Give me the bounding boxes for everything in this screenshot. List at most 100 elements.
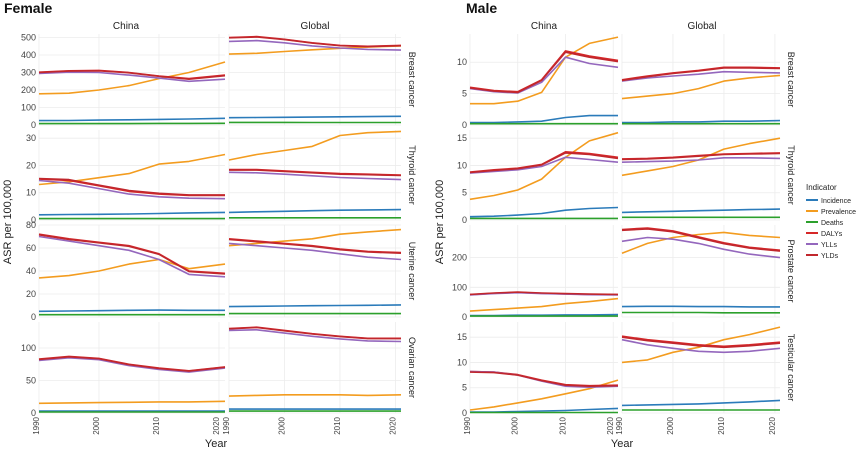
male-thyroid-cancer-china-y-tick-label: 10 — [457, 160, 467, 170]
female-ovarian-cancer-china-y-tick-label: 0 — [31, 408, 36, 418]
female-thyroid-cancer-china-y-tick-label: 10 — [26, 188, 36, 198]
female-ovarian-cancer-china-x-tick-label: 1990 — [32, 416, 41, 434]
male-thyroid-cancer-global-panel: Thyroid cancer — [622, 130, 796, 220]
male-prostate-cancer-china-plot-bg — [470, 225, 618, 317]
male-testicular-cancer-china-y-tick-label: 0 — [462, 408, 467, 418]
female-ovarian-cancer-global-x-tick-label: 1990 — [222, 416, 231, 434]
female-thyroid-cancer-china-plot-bg — [39, 130, 225, 220]
male-breast-cancer-global-panel: Breast cancer — [622, 34, 796, 125]
female-breast-cancer-china-y-tick-label: 300 — [21, 68, 36, 78]
female-ovarian-cancer-china-panel: 0 50 100 1990 2000 2010 2020 — [21, 322, 225, 435]
female-breast-cancer-china-y-tick-label: 400 — [21, 50, 36, 60]
male-testicular-cancer-global-strip-label: Testicular cancer — [786, 334, 796, 402]
female-ovarian-cancer-global-plot-bg — [229, 322, 401, 413]
male-prostate-cancer-global-incidence-line — [622, 306, 780, 307]
male-breast-cancer-china-y-tick-label: 0 — [462, 120, 467, 130]
legend-label-ylds: YLDs — [821, 253, 839, 260]
male-y-axis-title: ASR per 100,000 — [434, 180, 446, 264]
male-breast-cancer-global-plot-bg — [622, 34, 780, 125]
legend-label-prevalence: Prevalence — [821, 209, 856, 216]
female-global-strip: Global — [301, 21, 330, 32]
female-ovarian-cancer-global-x-tick-label: 2020 — [388, 416, 397, 434]
female-breast-cancer-global-strip-label: Breast cancer — [407, 52, 417, 108]
female-breast-cancer-china-y-tick-label: 500 — [21, 33, 36, 43]
female-thyroid-cancer-global-panel: Thyroid cancer — [229, 130, 417, 220]
male-x-axis-title: Year — [611, 438, 634, 450]
male-testicular-cancer-global-plot-bg — [622, 322, 780, 413]
female-ovarian-cancer-china-y-tick-label: 50 — [26, 376, 36, 386]
female-ovarian-cancer-global-x-tick-label: 2010 — [333, 416, 342, 434]
female-ovarian-cancer-global-panel: Ovarian cancer 1990 2000 2010 2020 — [222, 322, 417, 435]
male-thyroid-cancer-china-y-tick-label: 15 — [457, 133, 467, 143]
male-prostate-cancer-global-strip-label: Prostate cancer — [786, 239, 796, 302]
female-uterine-cancer-china-y-tick-label: 80 — [26, 220, 36, 230]
female-y-axis-title: ASR per 100,000 — [2, 180, 14, 264]
female-thyroid-cancer-china-y-tick-label: 30 — [26, 133, 36, 143]
female-x-axis-title: Year — [205, 438, 228, 450]
female-ovarian-cancer-china-plot-bg — [39, 322, 225, 413]
male-testicular-cancer-global-panel: Testicular cancer 1990 2000 2010 2020 — [615, 322, 796, 435]
male-testicular-cancer-china-x-tick-label: 2010 — [558, 416, 567, 434]
male-testicular-cancer-china-plot-bg — [470, 322, 618, 413]
male-testicular-cancer-china-panel: 0 5 10 15 1990 2000 2010 2020 — [457, 322, 618, 435]
male-prostate-cancer-china-y-tick-label: 0 — [462, 312, 467, 322]
male-thyroid-cancer-china-panel: 0 5 10 15 — [457, 130, 618, 225]
male-testicular-cancer-china-x-tick-label: 1990 — [463, 416, 472, 434]
female-uterine-cancer-china-y-tick-label: 0 — [31, 312, 36, 322]
male-testicular-cancer-china-y-tick-label: 10 — [457, 357, 467, 367]
legend-label-incidence: Incidence — [821, 198, 851, 205]
female-breast-cancer-global-plot-bg — [229, 34, 401, 125]
female-ovarian-cancer-china-x-tick-label: 2010 — [152, 416, 161, 434]
male-testicular-cancer-global-x-tick-label: 2020 — [768, 416, 777, 434]
male-testicular-cancer-china-y-tick-label: 5 — [462, 383, 467, 393]
legend-title: Indicator — [806, 183, 837, 192]
female-uterine-cancer-global-strip-label: Uterine cancer — [407, 242, 417, 301]
female-thyroid-cancer-global-strip-label: Thyroid cancer — [407, 145, 417, 205]
legend: Indicator Incidence Prevalence Deaths DALYs… — [806, 183, 856, 260]
female-ovarian-cancer-china-x-tick-label: 2000 — [92, 416, 101, 434]
male-testicular-cancer-china-y-tick-label: 15 — [457, 332, 467, 342]
legend-label-ylls: YLLs — [821, 242, 837, 249]
male-thyroid-cancer-china-y-tick-label: 5 — [462, 188, 467, 198]
female-ovarian-cancer-global-x-tick-label: 2000 — [277, 416, 286, 434]
female-breast-cancer-china-panel: 0 100 200 300 400 500 — [21, 33, 225, 131]
female-heading: Female — [4, 0, 52, 16]
male-testicular-cancer-global-x-tick-label: 2010 — [717, 416, 726, 434]
male-china-strip: China — [531, 21, 558, 32]
female-china-strip: China — [113, 21, 140, 32]
legend-label-deaths: Deaths — [821, 220, 844, 227]
male-heading: Male — [466, 0, 497, 16]
female-uterine-cancer-china-y-tick-label: 40 — [26, 266, 36, 276]
female-ovarian-cancer-china-x-tick-label: 2020 — [212, 416, 221, 434]
male-thyroid-cancer-global-plot-bg — [622, 130, 780, 220]
female-ovarian-cancer-china-y-tick-label: 100 — [21, 343, 36, 353]
male-prostate-cancer-china-y-tick-label: 100 — [452, 282, 467, 292]
male-testicular-cancer-china-x-tick-label: 2020 — [606, 416, 615, 434]
male-thyroid-cancer-global-strip-label: Thyroid cancer — [786, 145, 796, 205]
female-breast-cancer-china-y-tick-label: 0 — [31, 120, 36, 130]
male-breast-cancer-china-y-tick-label: 5 — [462, 89, 467, 99]
male-thyroid-cancer-china-y-tick-label: 0 — [462, 215, 467, 225]
male-testicular-cancer-china-x-tick-label: 2000 — [511, 416, 520, 434]
legend-label-dalys: DALYs — [821, 231, 843, 238]
female-breast-cancer-global-panel: Breast cancer — [229, 34, 417, 125]
female-breast-cancer-china-y-tick-label: 100 — [21, 103, 36, 113]
male-breast-cancer-china-panel: 0 5 10 — [457, 34, 618, 130]
male-thyroid-cancer-china-plot-bg — [470, 130, 618, 220]
male-testicular-cancer-global-x-tick-label: 2000 — [666, 416, 675, 434]
female-uterine-cancer-global-panel: Uterine cancer — [229, 225, 417, 317]
female-breast-cancer-china-y-tick-label: 200 — [21, 85, 36, 95]
male-prostate-cancer-global-panel: Prostate cancer — [622, 225, 796, 317]
female-ovarian-cancer-global-strip-label: Ovarian cancer — [407, 337, 417, 398]
male-global-strip: Global — [688, 21, 717, 32]
male-testicular-cancer-global-x-tick-label: 1990 — [615, 416, 624, 434]
female-breast-cancer-china-plot-bg — [39, 34, 225, 125]
male-breast-cancer-china-y-tick-label: 10 — [457, 57, 467, 67]
legend-items: Incidence Prevalence Deaths DALYs YLLs YLDs — [806, 198, 856, 260]
